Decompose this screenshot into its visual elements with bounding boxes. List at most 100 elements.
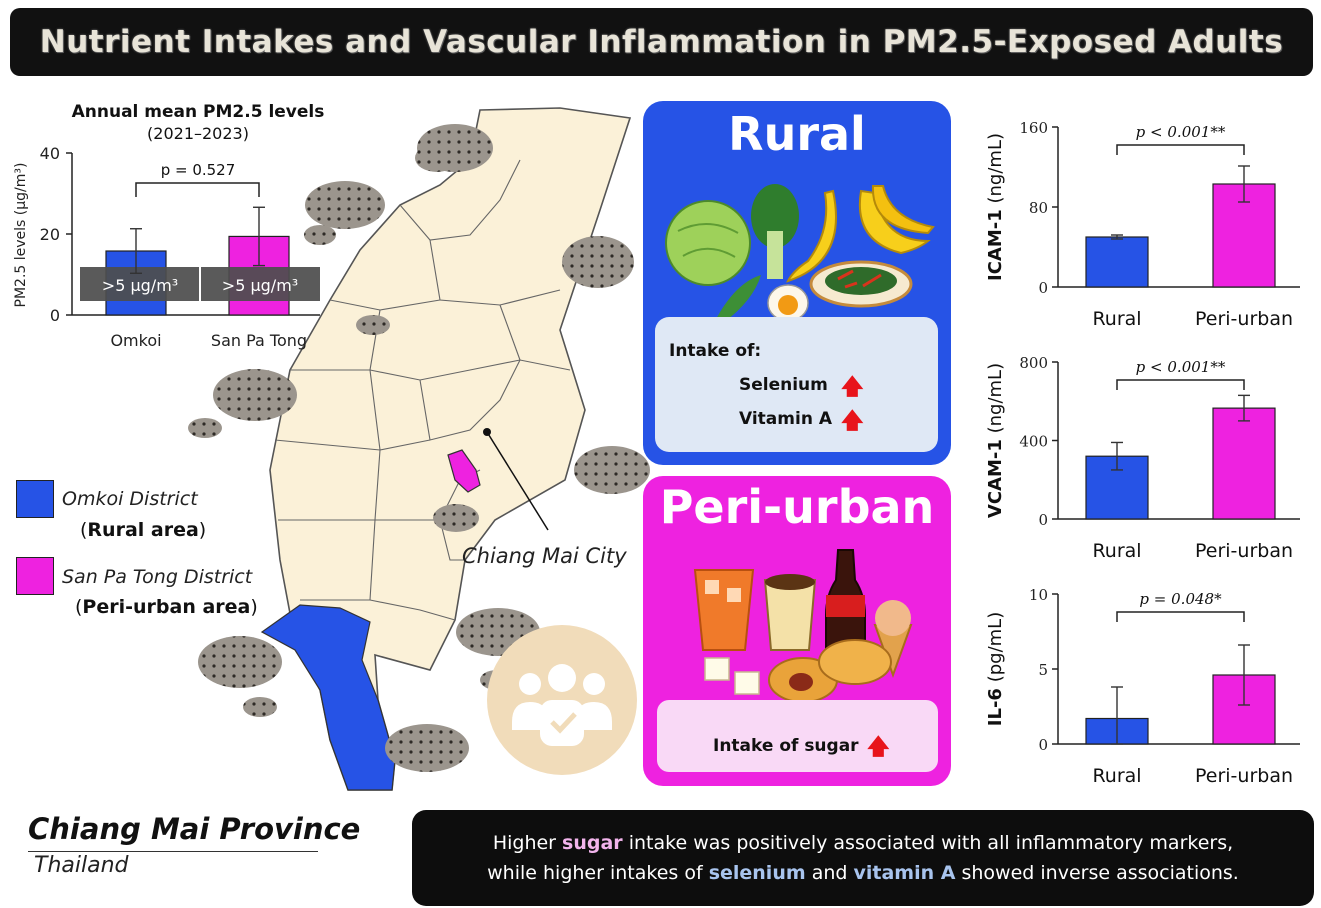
y-tick-label: 80 xyxy=(1029,199,1048,217)
y-tick-label: 10 xyxy=(1029,586,1048,604)
pm-chart-bars: Omkoi San Pa Tong >5 μg/m³ >5 μg/m³ p = 0.52… xyxy=(80,161,320,350)
y-tick-label: 400 xyxy=(1019,433,1048,451)
summary-line-1: Higher sugar intake was positively assoc… xyxy=(493,828,1233,858)
bar-rural xyxy=(1085,236,1149,288)
y-axis-label-unit: (ng/mL) xyxy=(985,363,1006,439)
category-label: San Pa Tong xyxy=(211,331,307,350)
rural-nutrient-vitamin-a: Vitamin A xyxy=(739,409,833,429)
pm-chart-ylabel: PM2.5 levels (μg/m³) xyxy=(13,163,29,308)
category-label: Rural xyxy=(1092,540,1141,562)
city-pointer-line xyxy=(486,431,549,531)
rural-title: Rural xyxy=(728,107,866,161)
threshold-label: >5 μg/m³ xyxy=(222,276,298,295)
summary-line-2: while higher intakes of selenium and vit… xyxy=(487,858,1239,888)
legend-spt-name: San Pa Tong District xyxy=(62,566,253,588)
city-label: Chiang Mai City xyxy=(462,544,627,568)
legend-omkoi-area-text: Rural area xyxy=(87,519,199,541)
summary-text: Higher sugar intake was positively assoc… xyxy=(412,810,1314,906)
legend-spt-area-text: Peri-urban area xyxy=(82,596,251,618)
spinach-icon xyxy=(751,184,799,248)
iced-tea-icon xyxy=(693,569,755,651)
category-label: Omkoi xyxy=(110,331,161,350)
y-axis-label-marker: VCAM-1 xyxy=(985,439,1006,518)
significance-bracket xyxy=(1116,144,1245,155)
category-label: Peri-urban xyxy=(1195,765,1293,787)
y-tick-label: 5 xyxy=(1038,661,1048,679)
summary-highlight-sugar: sugar xyxy=(562,832,623,854)
p-value-label: p < 0.001** xyxy=(1136,123,1226,141)
sugar-cube-icon xyxy=(704,657,730,681)
up-arrow-icon: 🡅 xyxy=(841,375,864,400)
bok-choy-icon xyxy=(715,275,761,323)
bar-peri-urban xyxy=(1212,407,1276,520)
p-value-label: p = 0.527 xyxy=(161,161,236,179)
y-axis-label-marker: ICAM-1 xyxy=(985,209,1006,281)
banana-bunch-icon xyxy=(858,185,935,255)
smog-clouds xyxy=(188,124,650,772)
chart-icam-1: 0 80 160 ICAM-1 (ng/mL) Rural Peri-urban p < 0… xyxy=(985,119,1300,330)
up-arrow-icon: 🡅 xyxy=(867,735,890,760)
summary-banner: Higher sugar intake was positively assoc… xyxy=(412,810,1314,906)
summary-text-part: Higher xyxy=(492,832,563,854)
rural-intake-label: Intake of: xyxy=(669,341,762,361)
peri-urban-card: Peri-urban Intake of sugar 🡅 xyxy=(643,476,951,786)
y-axis-label-unit: (ng/mL) xyxy=(985,133,1006,209)
chiang-mai-map: Chiang Mai City xyxy=(188,107,650,791)
title-banner: Nutrient Intakes and Vascular Inflammati… xyxy=(10,8,1313,76)
country-label: Thailand xyxy=(34,853,129,878)
peri-urban-title: Peri-urban xyxy=(659,480,935,534)
p-value-label: p = 0.048* xyxy=(1139,590,1222,608)
significance-bracket xyxy=(1116,611,1245,622)
up-arrow-icon: 🡅 xyxy=(841,409,864,434)
banana-icon xyxy=(786,189,837,283)
legend-swatch-san-pa-tong xyxy=(16,557,54,595)
y-axis-label: IL-6 (pg/mL) xyxy=(985,612,1006,726)
pm-chart-subtitle: (2021–2023) xyxy=(147,124,249,143)
peri-urban-intake-box: Intake of sugar 🡅 xyxy=(657,700,938,772)
peri-urban-food-illustration xyxy=(693,549,913,703)
y-tick-label: 0 xyxy=(50,306,60,325)
chart-il-6: 0 5 10 IL-6 (pg/mL) Rural Peri-urban p = 0.048… xyxy=(985,586,1300,787)
san-pa-tong-district xyxy=(447,449,481,493)
summary-highlight-selenium: selenium xyxy=(708,862,806,884)
significance-bracket xyxy=(1116,379,1245,390)
summary-text-part: showed inverse associations. xyxy=(955,862,1239,884)
rural-card: Rural Intake of: Selenium 🡅 Vitamin A 🡅 xyxy=(643,101,951,465)
summary-text-part: intake was positively associated with al… xyxy=(622,832,1234,854)
pm-chart-title: Annual mean PM2.5 levels xyxy=(72,102,325,122)
province-underline xyxy=(28,851,318,852)
summary-highlight-vitamin-a: vitamin A xyxy=(853,862,956,884)
legend-swatch-omkoi xyxy=(16,480,54,518)
y-axis-label-unit: (pg/mL) xyxy=(985,612,1006,688)
chart-vcam-1: 0 400 800 VCAM-1 (ng/mL) Rural Peri-urban p < … xyxy=(985,354,1300,562)
y-axis-label: ICAM-1 (ng/mL) xyxy=(985,133,1006,281)
rural-intake-box: Intake of: Selenium 🡅 Vitamin A 🡅 xyxy=(655,317,938,452)
peri-urban-intake-label: Intake of sugar xyxy=(713,736,859,756)
biomarker-charts: 0 80 160 ICAM-1 (ng/mL) Rural Peri-urban p < 0… xyxy=(985,119,1300,787)
summary-text-part: and xyxy=(805,862,854,884)
pm25-chart: Annual mean PM2.5 levels (2021–2023) PM2… xyxy=(13,102,325,350)
page-title: Nutrient Intakes and Vascular Inflammati… xyxy=(39,24,1284,60)
people-check-icon xyxy=(487,625,637,775)
y-tick-label: 20 xyxy=(40,225,60,244)
category-label: Peri-urban xyxy=(1195,308,1293,330)
y-axis-label-marker: IL-6 xyxy=(985,688,1006,726)
rural-food-illustration xyxy=(665,184,935,323)
p-value-label: p < 0.001** xyxy=(1136,358,1226,376)
y-tick-label: 160 xyxy=(1019,119,1048,137)
cabbage-icon xyxy=(665,200,751,286)
category-label: Rural xyxy=(1092,308,1141,330)
threshold-label: >5 μg/m³ xyxy=(102,276,178,295)
significance-bracket xyxy=(135,182,260,197)
province-label: Chiang Mai Province xyxy=(28,812,361,846)
category-label: Rural xyxy=(1092,765,1141,787)
y-tick-label: 0 xyxy=(1038,279,1048,297)
category-label: Peri-urban xyxy=(1195,540,1293,562)
y-axis-label: VCAM-1 (ng/mL) xyxy=(985,363,1006,518)
summary-text-part: while higher intakes of xyxy=(487,862,709,884)
legend-omkoi-area: (Rural area) xyxy=(80,519,207,541)
coffee-cup-icon xyxy=(763,579,817,651)
legend-omkoi-name: Omkoi District xyxy=(62,488,198,510)
y-tick-label: 0 xyxy=(1038,736,1048,754)
y-tick-label: 800 xyxy=(1019,354,1048,372)
